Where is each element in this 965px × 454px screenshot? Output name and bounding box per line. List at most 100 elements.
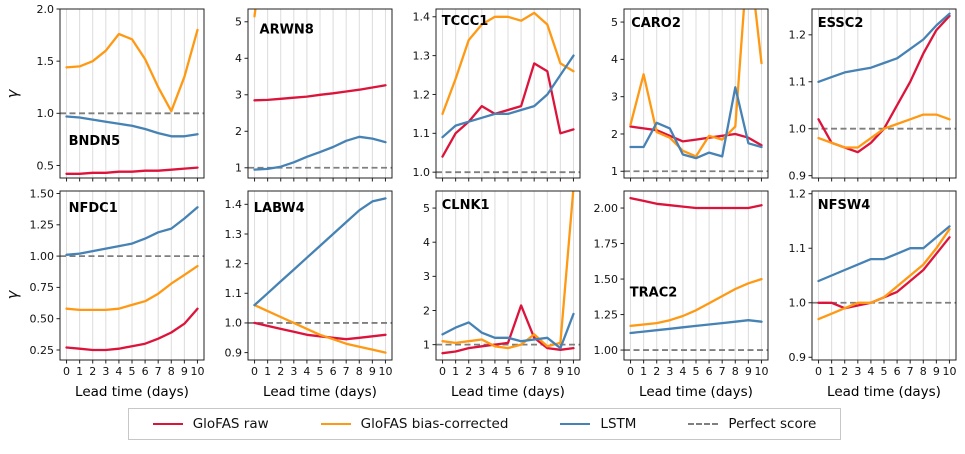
svg-text:0.25: 0.25	[30, 344, 55, 357]
svg-text:5: 5	[505, 365, 512, 378]
svg-text:TRAC2: TRAC2	[630, 286, 678, 301]
svg-text:1.1: 1.1	[789, 76, 807, 89]
svg-text:1.5: 1.5	[37, 55, 55, 68]
svg-text:2: 2	[235, 125, 242, 138]
svg-text:1.0: 1.0	[789, 297, 807, 310]
svg-text:0.5: 0.5	[37, 159, 55, 172]
svg-text:4: 4	[679, 365, 686, 378]
svg-text:5: 5	[423, 202, 430, 215]
svg-text:5: 5	[235, 16, 242, 29]
svg-text:1.1: 1.1	[413, 127, 431, 140]
svg-text:2: 2	[277, 365, 284, 378]
svg-text:ARWN8: ARWN8	[260, 23, 314, 38]
svg-text:1.25: 1.25	[594, 308, 619, 321]
svg-text:7: 7	[907, 365, 914, 378]
subplot-nfsw4: 0.9 1.0 1.1 1.2 0 1 2 3 4 5 6 7 8 9 10 NFSW4 Lead time (…	[789, 188, 957, 400]
svg-text:0.9: 0.9	[225, 346, 243, 359]
svg-text:1: 1	[452, 365, 459, 378]
svg-text:3: 3	[611, 90, 618, 103]
legend-line-sample-icon	[152, 423, 183, 425]
svg-text:2: 2	[653, 365, 660, 378]
svg-text:1.4: 1.4	[413, 11, 431, 24]
svg-text:1: 1	[76, 365, 83, 378]
svg-text:1: 1	[640, 365, 647, 378]
svg-text:3: 3	[423, 270, 430, 283]
svg-text:1.0: 1.0	[225, 317, 243, 330]
bottom-row-plots: 0.25 0.50 0.75 1.00 1.25 1.50 0 1 2 3 4 5 6 7 8 9 10 NFDC…	[20, 186, 960, 404]
svg-text:6: 6	[894, 365, 901, 378]
svg-text:7: 7	[531, 365, 538, 378]
top-row-plots: 0.5 1.0 1.5 2.0 BNDN5 1 2 3 4 5 ARWN8 1.0 1.1 1.2 1.3 1…	[20, 2, 960, 186]
svg-text:9: 9	[557, 365, 564, 378]
svg-text:7: 7	[719, 365, 726, 378]
y-axis-label-text: γ	[2, 290, 21, 300]
svg-text:1.0: 1.0	[413, 166, 431, 179]
legend-label: GloFAS bias-corrected	[360, 416, 509, 432]
svg-text:4: 4	[115, 365, 122, 378]
svg-text:2: 2	[611, 128, 618, 141]
svg-text:1.1: 1.1	[789, 242, 807, 255]
svg-text:5: 5	[317, 365, 324, 378]
svg-text:4: 4	[235, 52, 242, 65]
legend-item-lstm: LSTM	[560, 416, 636, 432]
svg-text:Lead time (days): Lead time (days)	[451, 384, 565, 400]
svg-text:4: 4	[611, 53, 618, 66]
svg-text:0.50: 0.50	[30, 312, 55, 325]
svg-text:1.1: 1.1	[225, 287, 243, 300]
svg-text:0.9: 0.9	[789, 351, 807, 364]
subplot-trac2: 1.00 1.25 1.50 1.75 2.00 0 1 2 3 4 5 6 7 8 9 10 TRAC2 Lea…	[594, 190, 769, 400]
svg-text:1.50: 1.50	[30, 187, 55, 200]
svg-text:Lead time (days): Lead time (days)	[827, 384, 941, 400]
svg-text:3: 3	[102, 365, 109, 378]
svg-text:5: 5	[693, 365, 700, 378]
svg-text:LABW4: LABW4	[254, 201, 305, 216]
svg-text:6: 6	[142, 365, 149, 378]
svg-text:1: 1	[828, 365, 835, 378]
svg-text:1.4: 1.4	[225, 198, 243, 211]
svg-text:2.00: 2.00	[594, 202, 619, 215]
svg-text:1.50: 1.50	[594, 273, 619, 286]
legend-line-sample-icon	[320, 423, 351, 425]
svg-text:3: 3	[290, 365, 297, 378]
svg-text:Lead time (days): Lead time (days)	[639, 384, 753, 400]
svg-text:6: 6	[706, 365, 713, 378]
y-axis-label-bottom: γ	[2, 186, 21, 404]
svg-text:8: 8	[168, 365, 175, 378]
svg-text:10: 10	[754, 365, 768, 378]
legend-line-sample-icon	[560, 423, 591, 425]
legend: GloFAS raw GloFAS bias-corrected LSTM Perfe…	[127, 408, 842, 440]
svg-text:1.2: 1.2	[789, 29, 807, 42]
svg-text:3: 3	[854, 365, 861, 378]
svg-text:8: 8	[920, 365, 927, 378]
svg-text:2: 2	[423, 304, 430, 317]
svg-text:3: 3	[666, 365, 673, 378]
svg-text:4: 4	[491, 365, 498, 378]
subplot-arwn8: 1 2 3 4 5 ARWN8	[235, 8, 393, 182]
svg-text:NFSW4: NFSW4	[818, 198, 871, 213]
svg-text:3: 3	[478, 365, 485, 378]
svg-text:6: 6	[330, 365, 337, 378]
legend-item-perfect-score: Perfect score	[688, 416, 816, 432]
top-row: γ 0.5 1.0 1.5 2.0 BNDN5 1 2 3 4 5 ARWN8 1.0 1.1 1.2 1.…	[3, 2, 965, 186]
bottom-row: γ 0.25 0.50 0.75 1.00 1.25 1.50 0 1 2 3 4 5 6 7 8 9 10 NF…	[2, 186, 965, 404]
svg-text:ESSC2: ESSC2	[818, 16, 864, 31]
svg-text:9: 9	[181, 365, 188, 378]
svg-text:1.00: 1.00	[594, 344, 619, 357]
svg-text:2: 2	[89, 365, 96, 378]
legend-item-glofas-raw: GloFAS raw	[152, 416, 269, 432]
svg-text:10: 10	[190, 365, 204, 378]
svg-text:0: 0	[63, 365, 70, 378]
y-axis-label-top: γ	[3, 2, 21, 186]
svg-text:2: 2	[465, 365, 472, 378]
svg-text:3: 3	[235, 89, 242, 102]
svg-text:5: 5	[881, 365, 888, 378]
legend-line-sample-icon	[688, 423, 719, 425]
legend-label: LSTM	[600, 416, 637, 432]
svg-text:1.3: 1.3	[413, 49, 431, 62]
subplot-nfdc1: 0.25 0.50 0.75 1.00 1.25 1.50 0 1 2 3 4 5 6 7 8 9 10 NFDC…	[30, 187, 205, 400]
svg-text:8: 8	[732, 365, 739, 378]
svg-text:9: 9	[369, 365, 376, 378]
svg-text:1.2: 1.2	[413, 88, 431, 101]
legend-label: Perfect score	[728, 416, 817, 432]
